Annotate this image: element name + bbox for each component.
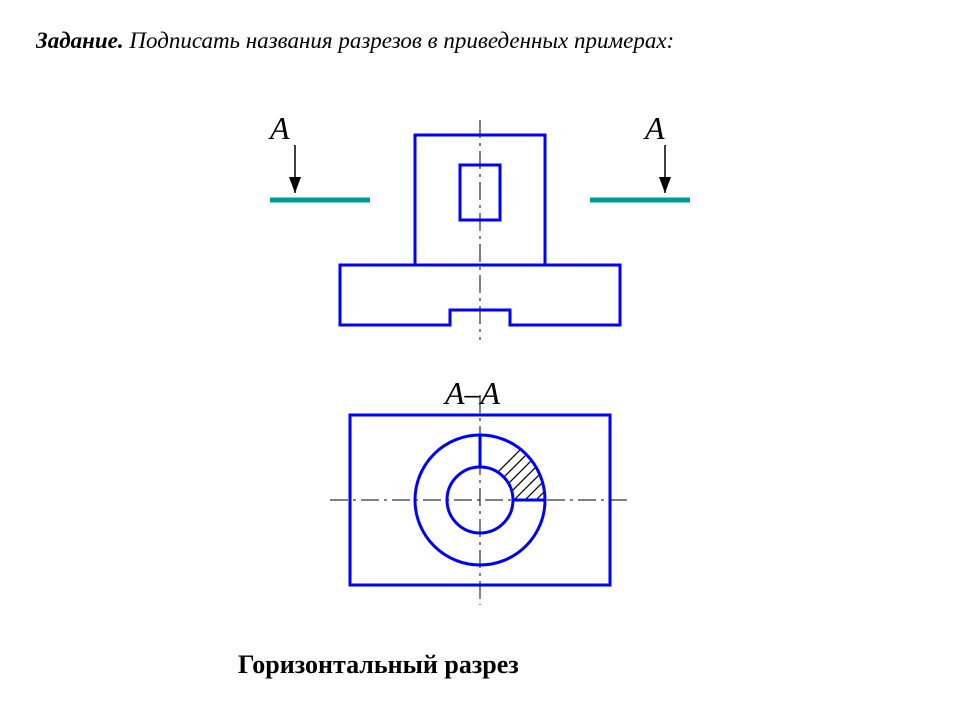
front-view [270, 120, 690, 340]
drawing-area: А А А–А [170, 100, 790, 620]
label-a-right: А [645, 110, 665, 147]
drawing-svg [170, 100, 790, 620]
task-rest: Подписать названия разрезов в приведенны… [124, 28, 675, 53]
label-a-left: А [270, 110, 290, 147]
task-text: Задание. Подписать названия разрезов в п… [36, 28, 674, 54]
label-section-aa: А–А [445, 375, 500, 412]
section-view [330, 395, 630, 605]
caption: Горизонтальный разрез [238, 650, 519, 680]
task-bold: Задание. [36, 28, 124, 53]
